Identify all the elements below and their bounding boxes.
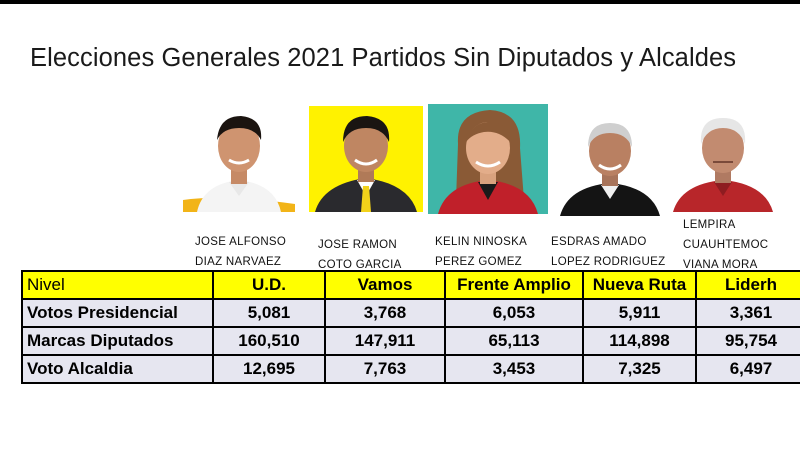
table-cell: 160,510 xyxy=(212,326,326,356)
candidate-name-line: VIANA MORA xyxy=(683,259,758,271)
table-cell: 6,053 xyxy=(444,298,584,328)
candidate-name-line: CUAUHTEMOC xyxy=(683,239,769,251)
table-cell: 3,768 xyxy=(324,298,446,328)
candidate-photo-1 xyxy=(183,104,295,212)
column-header-liderh: Liderh xyxy=(695,270,800,300)
table-cell: 147,911 xyxy=(324,326,446,356)
candidate-name-line: PEREZ GOMEZ xyxy=(435,256,523,268)
table-cell: 3,453 xyxy=(444,354,584,384)
candidate-name-line: ESDRAS AMADO xyxy=(551,236,647,248)
page-title: Elecciones Generales 2021 Partidos Sin D… xyxy=(30,44,737,72)
candidate-name-line: JOSE ALFONSO xyxy=(195,236,287,248)
table-cell: 7,763 xyxy=(324,354,446,384)
candidate-name-line: DIAZ NARVAEZ xyxy=(195,256,282,268)
top-border xyxy=(0,0,800,4)
table-cell: 95,754 xyxy=(695,326,800,356)
column-header-nivel: Nivel xyxy=(21,270,214,300)
table-header-row: Nivel U.D. Vamos Frente Amplio Nueva Rut… xyxy=(21,270,800,300)
candidate-name-line: KELIN NINOSKA xyxy=(435,236,528,248)
table-cell: 6,497 xyxy=(695,354,800,384)
candidate-name-line: LEMPIRA xyxy=(683,219,736,231)
column-header-frente-amplio: Frente Amplio xyxy=(444,270,584,300)
table-cell: 3,361 xyxy=(695,298,800,328)
column-header-vamos: Vamos xyxy=(324,270,446,300)
candidate-name-2: JOSE RAMON COTO GARCIA xyxy=(318,235,402,275)
candidate-photo-3 xyxy=(428,104,548,214)
person-portrait-icon xyxy=(309,106,423,212)
row-label: Voto Alcaldia xyxy=(21,354,214,384)
person-portrait-icon xyxy=(669,110,777,212)
person-portrait-icon xyxy=(183,104,295,212)
table-row: Marcas Diputados 160,510 147,911 65,113 … xyxy=(21,326,800,356)
results-table: Nivel U.D. Vamos Frente Amplio Nueva Rut… xyxy=(21,270,800,384)
candidate-name-line: LOPEZ RODRIGUEZ xyxy=(551,256,666,268)
table-cell: 5,911 xyxy=(582,298,697,328)
table-cell: 7,325 xyxy=(582,354,697,384)
candidate-name-4: ESDRAS AMADO LOPEZ RODRIGUEZ xyxy=(551,232,665,272)
table-row: Votos Presidencial 5,081 3,768 6,053 5,9… xyxy=(21,298,800,328)
table-cell: 12,695 xyxy=(212,354,326,384)
row-label: Marcas Diputados xyxy=(21,326,214,356)
candidate-name-5: LEMPIRA CUAUHTEMOC VIANA MORA xyxy=(683,215,768,275)
candidate-name-3: KELIN NINOSKA PEREZ GOMEZ xyxy=(435,232,527,272)
person-portrait-icon xyxy=(428,104,548,214)
candidate-name-line: JOSE RAMON xyxy=(318,239,398,251)
candidate-photo-2 xyxy=(309,106,423,212)
person-portrait-icon xyxy=(556,113,664,216)
table-cell: 65,113 xyxy=(444,326,584,356)
table-cell: 5,081 xyxy=(212,298,326,328)
column-header-ud: U.D. xyxy=(212,270,326,300)
table-cell: 114,898 xyxy=(582,326,697,356)
row-label: Votos Presidencial xyxy=(21,298,214,328)
candidate-name-1: JOSE ALFONSO DIAZ NARVAEZ xyxy=(195,232,286,272)
candidate-photo-4 xyxy=(556,113,664,216)
column-header-nueva-ruta: Nueva Ruta xyxy=(582,270,697,300)
table-row: Voto Alcaldia 12,695 7,763 3,453 7,325 6… xyxy=(21,354,800,384)
candidate-photo-5 xyxy=(669,110,777,212)
candidate-name-line: COTO GARCIA xyxy=(318,259,402,271)
